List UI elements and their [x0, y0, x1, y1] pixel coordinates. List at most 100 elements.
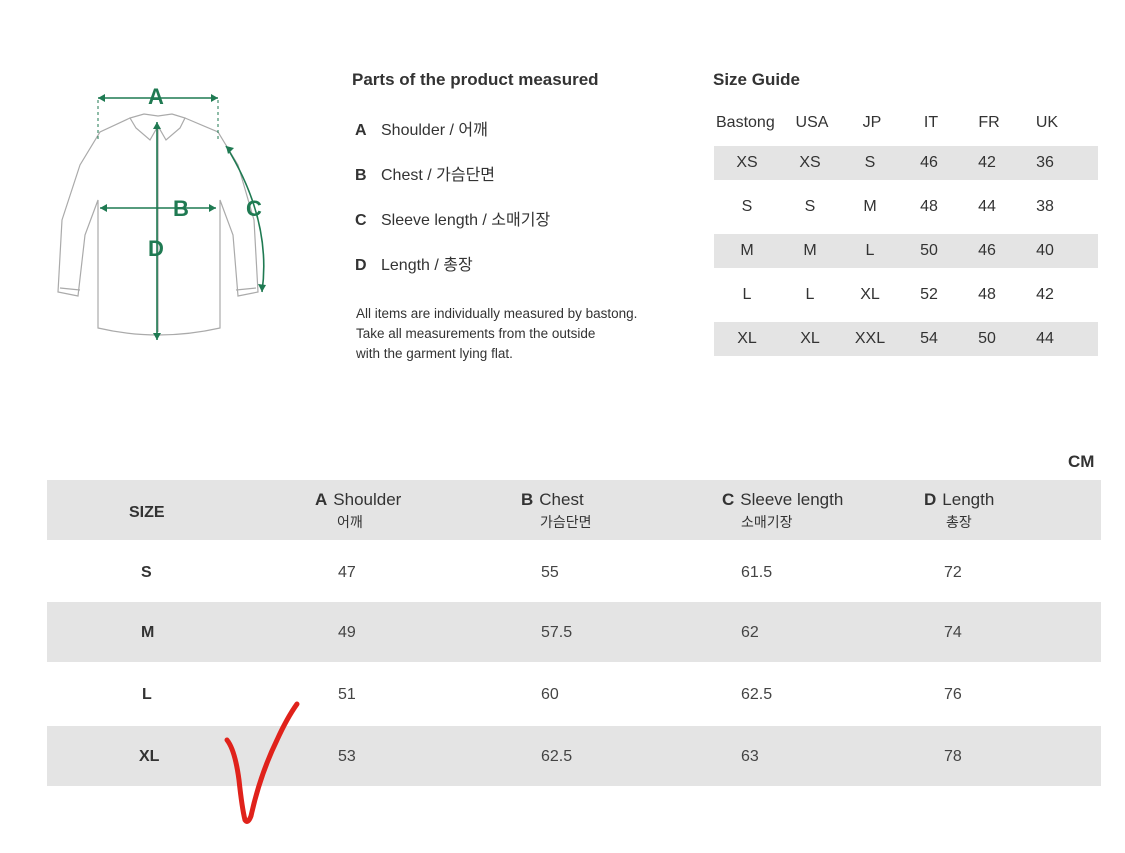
table-row: M M L 50 46 40	[714, 234, 1098, 268]
column-name: Shoulder	[333, 490, 402, 509]
column-letter: C	[722, 490, 735, 509]
arrow-c	[225, 145, 265, 293]
table-cell: M	[740, 242, 754, 259]
table-cell: M	[863, 198, 877, 215]
column-header-shoulder: A Shoulder 어깨	[315, 490, 401, 532]
column-header-length: D Length 총장	[924, 490, 994, 532]
measurement-table: SIZE A Shoulder 어깨 B Chest 가슴단면 C Sleeve le…	[47, 480, 1101, 786]
table-cell: XL	[860, 286, 880, 303]
part-letter: C	[355, 212, 367, 229]
row-value: 72	[944, 564, 962, 581]
table-cell: S	[741, 198, 753, 215]
column-korean: 총장	[946, 514, 972, 530]
row-size: XL	[139, 748, 160, 765]
table-cell: XL	[800, 330, 820, 347]
row-value: 55	[541, 564, 559, 581]
row-value: 62	[741, 624, 759, 641]
column-name: Chest	[539, 490, 584, 509]
row-value: 78	[944, 748, 962, 765]
table-row: L 51 60 62.5 76	[47, 664, 1101, 724]
header-cell: UK	[1035, 114, 1059, 131]
column-korean: 소매기장	[741, 514, 793, 530]
size-header: SIZE	[129, 504, 165, 521]
table-cell: 36	[1036, 154, 1054, 171]
measurement-header: SIZE A Shoulder 어깨 B Chest 가슴단면 C Sleeve le…	[47, 480, 1101, 540]
part-label: Sleeve length / 소매기장	[381, 212, 551, 229]
table-cell: 50	[978, 330, 996, 347]
header-cell: FR	[978, 114, 1000, 131]
column-header-sleeve: C Sleeve length 소매기장	[722, 490, 843, 532]
row-value: 60	[541, 686, 559, 703]
row-value: 76	[944, 686, 962, 703]
table-cell: S	[804, 198, 816, 215]
table-cell: XS	[799, 154, 821, 171]
table-cell: 52	[920, 286, 938, 303]
table-row: L L XL 52 48 42	[714, 278, 1098, 312]
diagram-label-a: A	[148, 84, 164, 109]
size-guide-header: Bastong USA JP IT FR UK	[714, 108, 1098, 138]
unit-label: CM	[1068, 452, 1095, 471]
note-line: Take all measurements from the outside	[356, 326, 596, 341]
column-korean: 가슴단면	[540, 514, 592, 530]
part-item-sleeve: C Sleeve length / 소매기장	[355, 206, 550, 230]
column-letter: D	[924, 490, 937, 509]
diagram-label-b: B	[173, 196, 189, 221]
table-cell: 38	[1036, 198, 1054, 215]
row-value: 74	[944, 624, 962, 641]
table-cell: S	[864, 154, 876, 171]
part-item-shoulder: A Shoulder / 어깨	[355, 116, 488, 140]
column-korean: 어깨	[337, 514, 363, 530]
row-value: 62.5	[741, 686, 773, 703]
row-value: 57.5	[541, 624, 573, 641]
row-size: L	[142, 686, 152, 703]
table-cell: 50	[920, 242, 938, 259]
table-cell: 42	[1036, 286, 1054, 303]
row-size: M	[141, 624, 155, 641]
part-letter: A	[355, 122, 367, 139]
part-label: Shoulder / 어깨	[381, 122, 488, 139]
part-label: Length / 총장	[381, 257, 473, 274]
header-cell: Bastong	[716, 114, 775, 131]
diagram-label-d: D	[148, 236, 164, 261]
table-cell: 46	[978, 242, 996, 259]
table-row: XL XL XXL 54 50 44	[714, 322, 1098, 356]
header-cell: USA	[795, 114, 829, 131]
part-label: Chest / 가슴단면	[381, 167, 496, 184]
table-row: S S M 48 44 38	[714, 190, 1098, 224]
row-value: 62.5	[541, 748, 573, 765]
column-letter: A	[315, 490, 328, 509]
table-cell: 54	[920, 330, 938, 347]
part-item-length: D Length / 총장	[355, 251, 473, 275]
table-row: S 47 55 61.5 72	[47, 542, 1101, 602]
table-cell: M	[803, 242, 817, 259]
row-value: 63	[741, 748, 759, 765]
garment-diagram: A B C D	[57, 84, 266, 340]
measurement-note: All items are individually measured by b…	[356, 304, 686, 364]
size-guide-table: Bastong USA JP IT FR UK XS XS S 46 42 36…	[714, 108, 1098, 366]
part-letter: D	[355, 257, 367, 274]
column-name: Length	[942, 490, 995, 509]
table-row: M 49 57.5 62 74	[47, 602, 1101, 662]
diagram-label-c: C	[246, 196, 262, 221]
row-value: 49	[338, 624, 356, 641]
row-value: 61.5	[741, 564, 773, 581]
table-cell: L	[742, 286, 752, 303]
table-cell: 44	[978, 198, 996, 215]
column-letter: B	[521, 490, 534, 509]
note-line: All items are individually measured by b…	[356, 306, 638, 321]
table-row: XS XS S 46 42 36	[714, 146, 1098, 180]
table-cell: L	[865, 242, 875, 259]
table-cell: XL	[737, 330, 757, 347]
row-size: S	[141, 564, 152, 581]
table-cell: 42	[978, 154, 996, 171]
note-line: with the garment lying flat.	[356, 346, 513, 361]
table-cell: 46	[920, 154, 938, 171]
header-cell: JP	[862, 114, 882, 131]
parts-title: Parts of the product measured	[352, 70, 599, 89]
check-mark-icon	[224, 701, 300, 824]
table-cell: 44	[1036, 330, 1054, 347]
table-row: XL 53 62.5 63 78	[47, 726, 1101, 786]
table-cell: 48	[978, 286, 996, 303]
row-value: 53	[338, 748, 356, 765]
part-item-chest: B Chest / 가슴단면	[355, 161, 495, 185]
